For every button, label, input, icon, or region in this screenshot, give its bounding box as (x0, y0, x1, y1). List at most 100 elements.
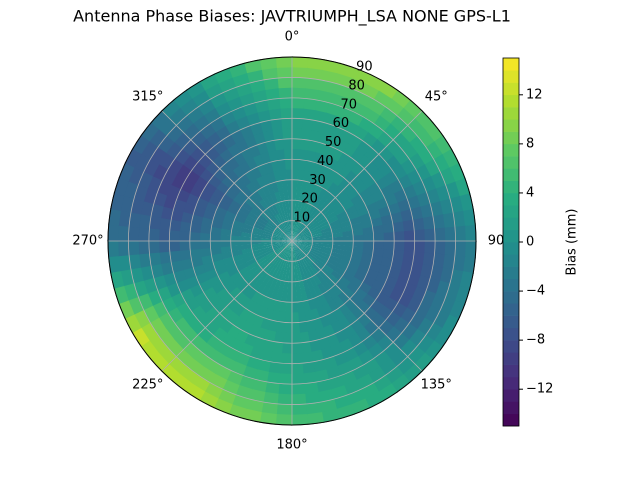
colorbar-band (503, 143, 519, 157)
contour-cell (321, 280, 332, 292)
contour-cell (330, 223, 343, 231)
contour-cell (260, 151, 272, 165)
contour-cell (267, 254, 278, 264)
contour-cell (250, 302, 262, 316)
contour-cell (158, 311, 175, 330)
contour-cell (271, 215, 281, 226)
contour-cell (295, 210, 301, 222)
contour-cell (425, 122, 444, 143)
contour-cell (140, 121, 160, 142)
contour-cell (266, 371, 281, 385)
contour-cell (274, 414, 292, 426)
contour-cell (444, 241, 457, 257)
contour-cell (197, 366, 216, 384)
contour-cell (198, 391, 219, 409)
contour-cell (262, 274, 272, 286)
contour-cell (297, 200, 303, 212)
contour-cell (298, 259, 306, 271)
contour-cell (291, 403, 308, 416)
contour-cell (189, 248, 202, 259)
contour-cell (233, 258, 246, 268)
colorbar-band (503, 303, 519, 316)
contour-cell (281, 342, 292, 355)
contour-cell (130, 266, 144, 284)
contour-cell (286, 179, 293, 191)
theta-tick-label: 315° (132, 89, 163, 104)
contour-cell (326, 287, 339, 301)
contour-cell (275, 179, 284, 192)
contour-cell (286, 231, 292, 241)
contour-cell (321, 246, 333, 252)
contour-cell (404, 230, 416, 242)
contour-cell (297, 249, 305, 260)
contour-cell (273, 257, 282, 269)
contour-cell (465, 224, 477, 242)
contour-cell (307, 329, 319, 343)
contour-cell (275, 290, 284, 303)
contour-cell (305, 402, 323, 415)
contour-cell (170, 208, 184, 222)
contour-cell (292, 239, 303, 241)
contour-cell (168, 240, 180, 252)
contour-cell (325, 261, 337, 271)
contour-cell (283, 260, 289, 272)
theta-grid-line (161, 240, 293, 372)
contour-cell (424, 158, 442, 177)
contour-cell (209, 240, 221, 249)
contour-cell (327, 258, 339, 268)
contour-cell (301, 232, 312, 238)
contour-cell (291, 414, 309, 426)
contour-cell (169, 250, 182, 263)
colorbar-band (503, 266, 519, 280)
colorbar-band (503, 278, 519, 292)
contour-cell (255, 269, 266, 281)
contour-cell (158, 228, 170, 241)
contour-field (107, 56, 477, 426)
contour-cell (186, 106, 205, 124)
contour-cell (315, 198, 326, 210)
contour-cell (285, 168, 293, 180)
contour-cell (108, 255, 121, 274)
contour-cell (291, 322, 301, 334)
contour-cell (193, 114, 211, 132)
contour-cell (332, 236, 344, 242)
contour-cell (324, 193, 337, 206)
contour-cell (298, 248, 307, 258)
contour-cell (292, 241, 294, 252)
contour-cell (251, 230, 263, 236)
contour-cell (420, 264, 434, 279)
contour-cell (298, 224, 307, 234)
contour-cell (298, 280, 306, 292)
contour-cell (283, 221, 289, 232)
contour-cell (260, 238, 272, 241)
colorbar-band (503, 180, 519, 194)
contour-cell (150, 109, 170, 130)
contour-cell (161, 296, 177, 313)
contour-cell (281, 179, 288, 191)
contour-cell (172, 373, 193, 393)
contour-cell (297, 248, 306, 259)
contour-cell (236, 189, 249, 202)
contour-cell (240, 236, 252, 241)
theta-tick-label: 45° (425, 89, 448, 104)
contour-cell (209, 233, 221, 241)
contour-cell (224, 261, 237, 272)
contour-cell (302, 371, 317, 385)
contour-cell (250, 243, 262, 249)
contour-cell (275, 148, 286, 161)
contour-cell (301, 242, 313, 247)
theta-grid-line (161, 110, 293, 242)
contour-cell (410, 262, 424, 277)
contour-cell (292, 241, 295, 252)
contour-cell (407, 169, 423, 186)
contour-cell (397, 198, 412, 213)
contour-cell (277, 76, 293, 89)
contour-cell (338, 276, 352, 288)
contour-cell (185, 382, 206, 401)
contour-cell (367, 366, 387, 384)
contour-cell (292, 230, 297, 241)
contour-cell (168, 106, 188, 126)
contour-cell (250, 233, 262, 239)
contour-cell (292, 241, 303, 246)
contour-cell (274, 268, 282, 280)
